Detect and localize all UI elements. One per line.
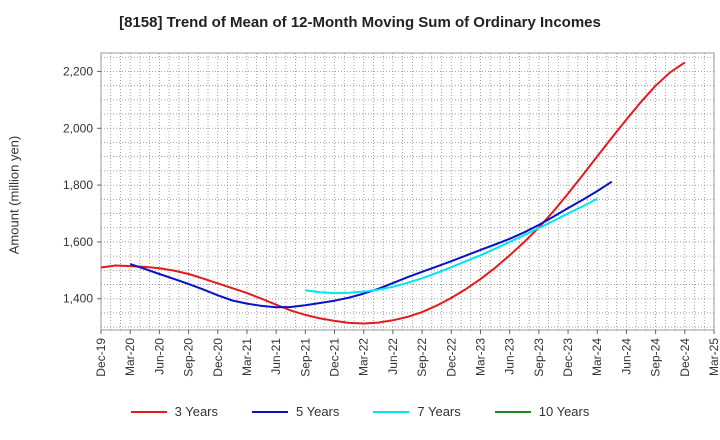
x-tick-label: Mar-24 (590, 338, 604, 376)
x-tick-label: Jun-24 (619, 338, 633, 375)
series-lines (100, 61, 686, 325)
y-axis-ticks: 1,400 1,600 1,800 2,000 2,200 (63, 64, 101, 306)
legend-label: 3 Years (174, 404, 218, 419)
x-tick-label: Mar-23 (473, 338, 487, 376)
legend-item: 5 Years (252, 404, 339, 419)
x-tick-label: Mar-22 (357, 338, 371, 376)
x-tick-label: Jun-23 (503, 338, 517, 375)
y-tick-label: 2,000 (63, 121, 93, 135)
x-tick-label: Mar-21 (240, 338, 254, 376)
legend-item: 3 Years (130, 404, 218, 419)
x-tick-label: Mar-20 (123, 338, 137, 376)
legend-label: 10 Years (538, 404, 590, 419)
legend-swatch (494, 410, 531, 413)
x-tick-label: Sep-23 (532, 338, 546, 377)
x-tick-label: Sep-22 (415, 338, 429, 377)
x-tick-label: Sep-24 (649, 338, 663, 377)
chart-title: [8158] Trend of Mean of 12-Month Moving … (119, 14, 601, 31)
x-tick-label: Jun-21 (269, 338, 283, 375)
series-line-3-years (100, 61, 686, 325)
legend-label: 7 Years (417, 404, 461, 419)
x-tick-label: Sep-20 (182, 338, 196, 377)
legend: 3 Years 5 Years 7 Years 10 Years (0, 404, 720, 419)
legend-label: 5 Years (296, 404, 340, 419)
x-tick-label: Dec-21 (328, 338, 342, 377)
legend-swatch (130, 410, 167, 413)
legend-swatch (252, 410, 288, 413)
vertical-grid (110, 53, 705, 330)
x-tick-label: Dec-19 (94, 338, 108, 377)
plot-area (100, 52, 715, 331)
x-tick-label: Dec-23 (561, 338, 575, 377)
y-tick-label: 1,600 (63, 235, 93, 249)
x-tick-label: Sep-21 (298, 338, 312, 377)
x-tick-label: Dec-22 (444, 338, 458, 377)
legend-item: 10 Years (494, 404, 590, 419)
x-tick-label: Mar-25 (707, 338, 720, 376)
x-axis-ticks: Dec-19 Mar-20 Jun-20 Sep-20 Dec-20 Mar-21 Jun-… (94, 330, 720, 377)
x-tick-label: Jun-20 (152, 338, 166, 375)
x-tick-label: Jun-22 (386, 338, 400, 375)
legend-item: 7 Years (373, 404, 461, 419)
x-tick-label: Dec-24 (678, 338, 692, 377)
y-tick-label: 1,400 (63, 292, 93, 306)
y-tick-label: 2,200 (63, 64, 93, 78)
y-tick-label: 1,800 (63, 178, 93, 192)
x-tick-label: Dec-20 (211, 338, 225, 377)
legend-swatch (373, 410, 410, 413)
series-line-7-years (305, 197, 598, 295)
horizontal-grid (101, 56, 714, 328)
